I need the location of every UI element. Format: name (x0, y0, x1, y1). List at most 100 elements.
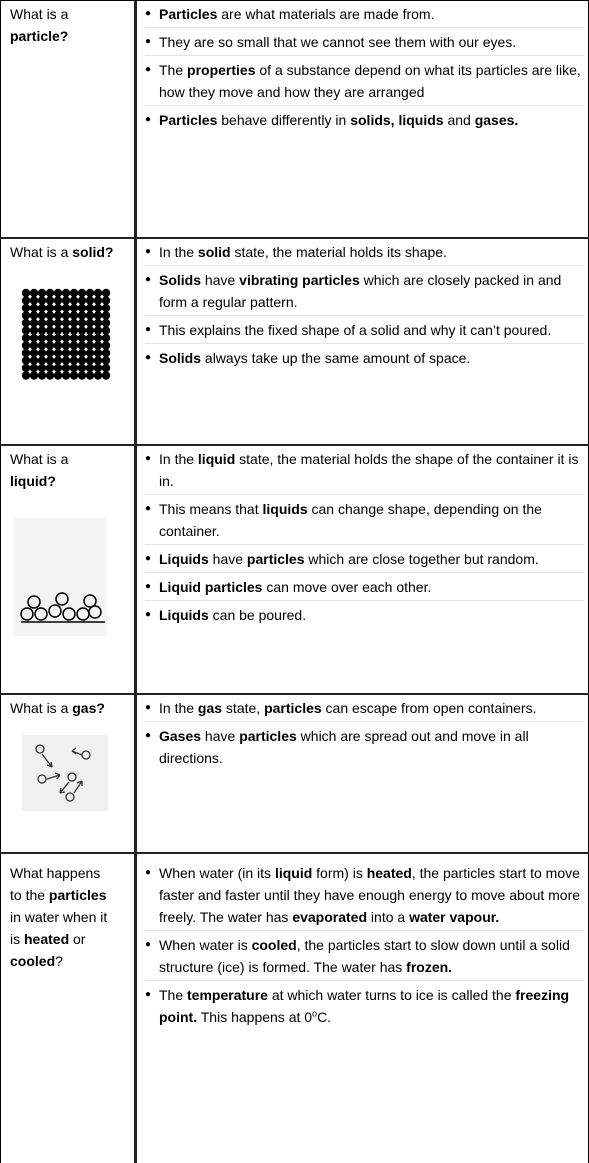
text-run: In the (159, 244, 198, 260)
particle (21, 371, 31, 380)
particle (85, 371, 95, 380)
text-run: water vapour. (409, 909, 500, 925)
particle (69, 288, 79, 298)
particle (101, 356, 111, 365)
particle (93, 341, 103, 350)
particle (29, 288, 39, 298)
particle (101, 371, 111, 380)
particle (85, 318, 95, 328)
particle (29, 318, 39, 328)
text-run: can escape from open containers. (321, 700, 537, 716)
text-run: Particles (159, 112, 218, 128)
particle (93, 326, 103, 335)
particle (29, 363, 39, 373)
bullet-point: In the solid state, the material holds i… (145, 241, 584, 266)
text-run: cooled (251, 937, 297, 953)
text-run: The (159, 62, 188, 78)
text-run: particles (239, 728, 297, 744)
text-run: have (201, 272, 240, 288)
particle (45, 348, 55, 358)
question: What is a particle? (10, 3, 114, 47)
text-run: Liquid particles (159, 579, 263, 595)
particle (29, 356, 39, 365)
particle (93, 333, 103, 343)
particle (21, 333, 31, 343)
text-run: temperature (187, 987, 268, 1003)
text-run: frozen. (406, 959, 453, 975)
particle (37, 356, 47, 365)
text-run: What is a (10, 6, 69, 22)
particle (101, 303, 111, 313)
particle (53, 318, 63, 328)
bullet-point: Gases have particles which are spread ou… (145, 725, 584, 771)
text-run: which are spread out and move in all dir… (159, 728, 529, 766)
particle (77, 311, 87, 320)
text-run: particles (264, 700, 322, 716)
text-run: particles (48, 887, 107, 903)
points-cell: In the liquid state, the material holds … (137, 446, 589, 693)
text-run: In the (159, 700, 198, 716)
text-run: vibrating particles (239, 272, 360, 288)
particle (85, 348, 95, 358)
points-cell: When water (in its liquid form) is heate… (137, 854, 589, 1163)
particle (45, 341, 55, 350)
particle (37, 363, 47, 373)
text-run: which are closely packed in and form a r… (159, 272, 562, 310)
particle (37, 311, 47, 320)
text-run: heated (24, 931, 70, 947)
particle (85, 341, 95, 350)
particle (61, 371, 71, 380)
particle (101, 341, 111, 350)
particle (85, 333, 95, 343)
particle (53, 348, 63, 358)
text-run: state, the material holds its shape. (230, 244, 447, 260)
text-run: always take up the same amount of space. (201, 350, 471, 366)
particle (77, 318, 87, 328)
particle (93, 348, 103, 358)
particle (45, 318, 55, 328)
particle (21, 318, 31, 328)
question-cell: What is a gas? (0, 695, 137, 852)
particle (77, 341, 87, 350)
points-cell: In the solid state, the material holds i… (137, 239, 589, 444)
text-run: Gases (159, 728, 202, 744)
particle (21, 288, 31, 298)
particle (37, 303, 47, 313)
question-cell: What is a particle? (0, 1, 137, 237)
question-cell: What is a liquid? (0, 446, 137, 693)
bullet-point: Solids have vibrating particles which ar… (145, 269, 584, 316)
bullet-point: They are so small that we cannot see the… (145, 31, 584, 56)
particle (53, 303, 63, 313)
text-run: freezing point. (159, 987, 570, 1025)
particle (29, 333, 39, 343)
text-run: Liquids (159, 607, 209, 623)
particle (37, 318, 47, 328)
text-run: , the particles start to move faster and… (159, 865, 581, 925)
particle (69, 348, 79, 358)
text-run: This explains the fixed shape of a solid… (159, 322, 552, 338)
text-run: gas? (72, 700, 105, 716)
particle (85, 326, 95, 335)
particle (29, 371, 39, 380)
text-run: Liquids (159, 551, 209, 567)
bullet-point: This explains the fixed shape of a solid… (145, 319, 584, 344)
text-run: particles (246, 551, 305, 567)
particle (69, 341, 79, 350)
text-run: What is a (10, 451, 69, 467)
text-run: solids, liquids (350, 112, 444, 128)
particle (53, 288, 63, 298)
particle (45, 333, 55, 343)
text-run: C. (317, 1009, 332, 1025)
bullet-point: Particles behave differently in solids, … (145, 109, 584, 133)
particle (29, 311, 39, 320)
text-run: have (201, 728, 240, 744)
particle (85, 356, 95, 365)
particle (21, 356, 31, 365)
particle (69, 363, 79, 373)
particle (29, 326, 39, 335)
particle (37, 296, 47, 305)
text-run: In the (159, 451, 198, 467)
particle (69, 371, 79, 380)
text-run: behave differently in (217, 112, 351, 128)
